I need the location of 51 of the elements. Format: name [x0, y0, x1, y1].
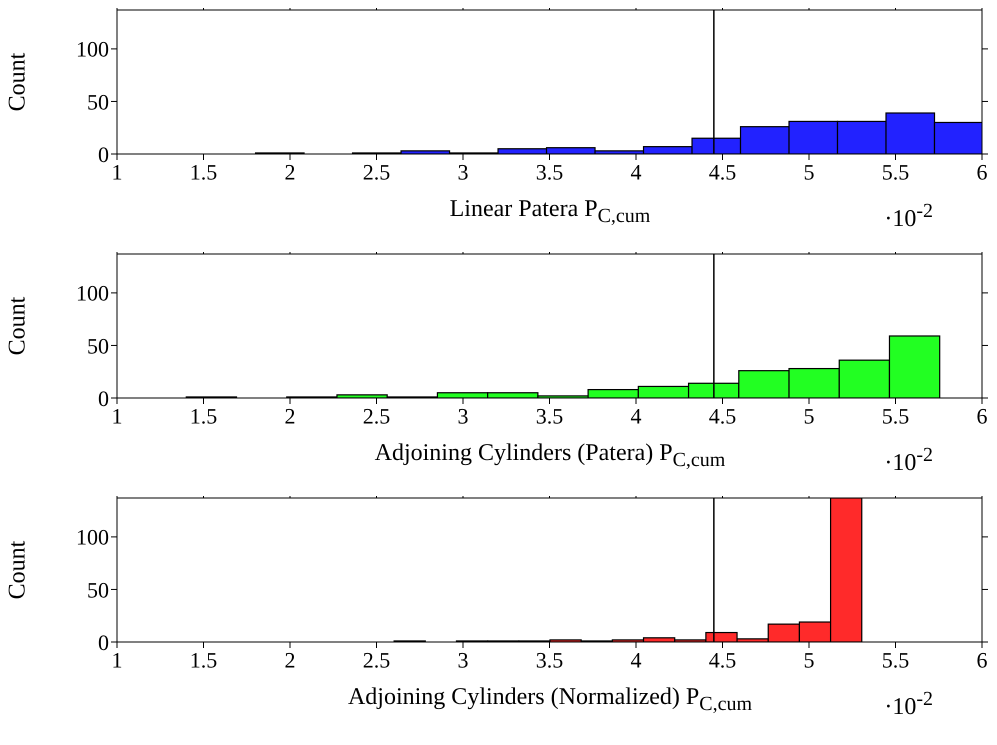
- x-tick-label: 2: [284, 404, 296, 429]
- x-tick-label: 3.5: [536, 160, 564, 185]
- x-tick-label: 4.5: [708, 404, 736, 429]
- x-tick-label: 5: [804, 404, 814, 429]
- text: ·10$^{-2}$: [884, 688, 933, 721]
- x-tick-label: 6: [976, 404, 988, 429]
- x-tick-label: 4: [630, 160, 642, 185]
- y-tick-label: 0: [98, 142, 109, 167]
- x-tick-label: 5: [804, 648, 814, 673]
- x-tick-label: 5.5: [882, 404, 910, 429]
- x-tick-label: 1: [112, 648, 122, 673]
- y-axis-title: Count: [4, 540, 31, 600]
- y-tick-label: 100: [76, 524, 109, 550]
- x-tick-label: 2: [284, 160, 296, 185]
- x-tick-label: 3.5: [536, 404, 564, 429]
- x-tick-label: 2.5: [362, 404, 390, 429]
- x-tick-label: 1: [112, 404, 122, 429]
- x-tick-label: 6: [976, 160, 988, 185]
- x-tick-label: 2: [284, 648, 296, 673]
- x-tick-label: 2.5: [362, 160, 390, 185]
- x-axis-title: Adjoining Cylinders (Patera) P$_{C,cum}$: [374, 440, 726, 471]
- x-tick-label: 1.5: [190, 648, 218, 673]
- y-tick-label: 100: [76, 36, 109, 62]
- y-tick-label: 50: [87, 577, 109, 602]
- x-tick-label: 4.5: [708, 160, 736, 185]
- x-tick-label: 5.5: [882, 160, 910, 185]
- y-axis-title: Count: [4, 296, 31, 356]
- x-axis-title: Linear Patera P$_{C,cum}$: [450, 196, 650, 227]
- y-tick-label: 50: [87, 89, 109, 114]
- y-axis-title: Count: [4, 52, 31, 112]
- x-tick-label: 4: [630, 648, 642, 673]
- y-tick-label: 50: [87, 333, 109, 358]
- x-tick-label: 4: [630, 404, 642, 429]
- x-tick-label: 4.5: [708, 648, 736, 673]
- x-tick-label: 3.5: [536, 648, 564, 673]
- x-tick-label: 1.5: [190, 160, 218, 185]
- x-tick-label: 3: [458, 648, 468, 673]
- x-tick-label: 1: [112, 160, 122, 185]
- x-tick-label: 6: [976, 648, 988, 673]
- x-tick-label: 5: [804, 160, 814, 185]
- x-tick-label: 3: [458, 160, 468, 185]
- x-tick-label: 2.5: [362, 648, 390, 673]
- x-tick-label: 5.5: [882, 648, 910, 673]
- text: ·10$^{-2}$: [884, 200, 933, 233]
- x-tick-label: 1.5: [190, 404, 218, 429]
- y-tick-label: 0: [98, 386, 109, 411]
- y-tick-label: 100: [76, 280, 109, 306]
- x-axis-title: Adjoining Cylinders (Normalized) P$_{C,cum}$: [348, 684, 752, 715]
- y-tick-label: 0: [98, 630, 109, 655]
- text: ·10$^{-2}$: [884, 444, 933, 477]
- x-tick-label: 3: [458, 404, 468, 429]
